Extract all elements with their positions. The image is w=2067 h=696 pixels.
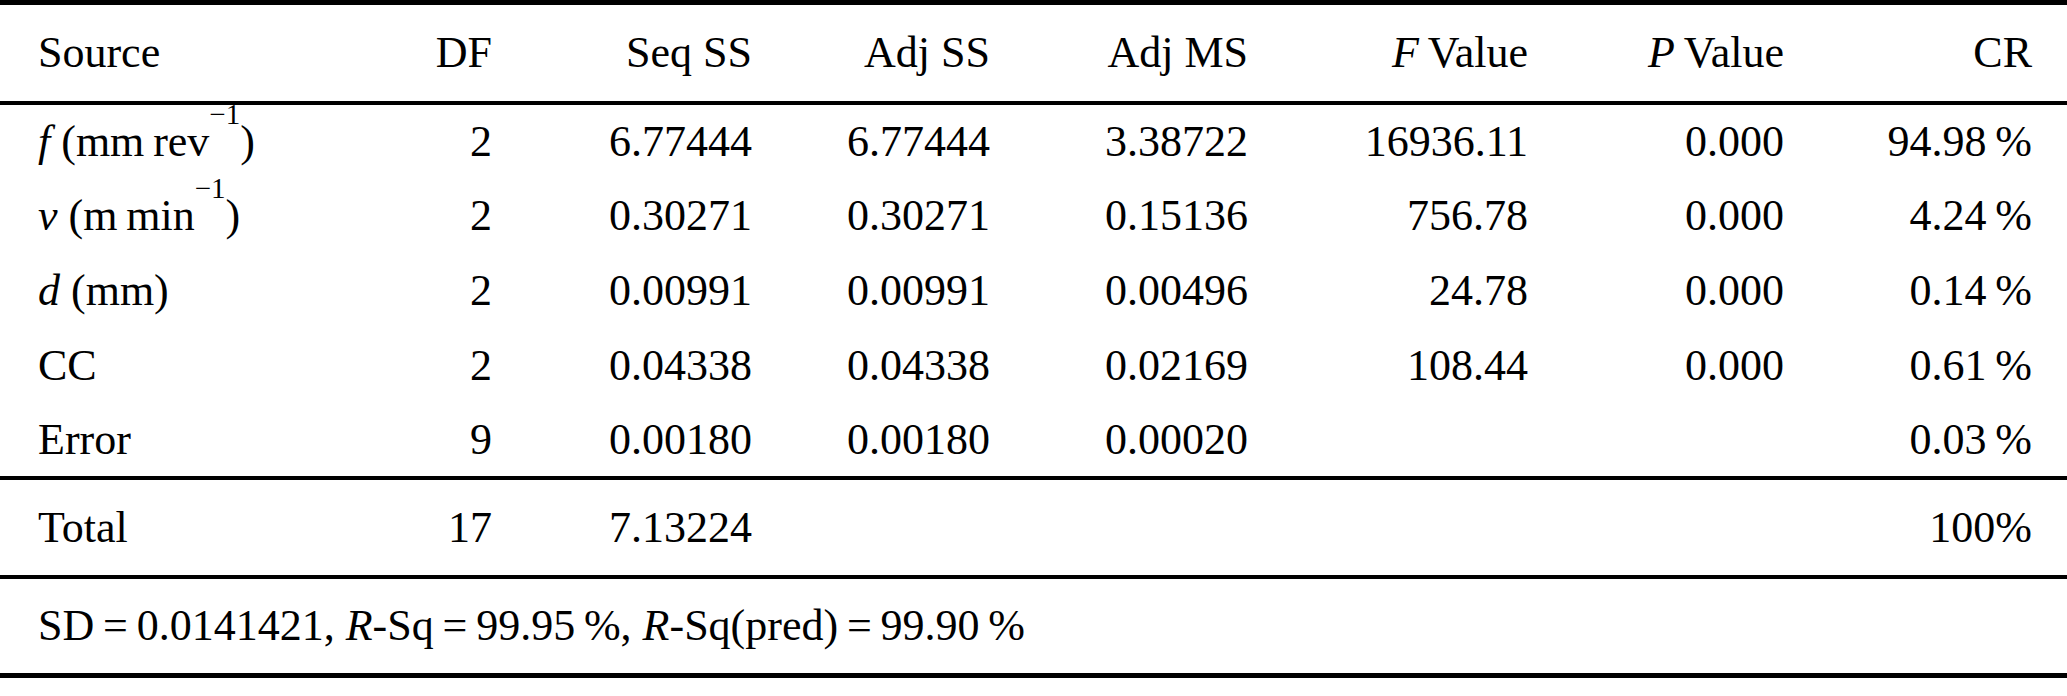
cell-cr: 0.61 %	[1784, 328, 2067, 403]
cell-total-p-value	[1528, 478, 1784, 577]
header-p-value: P Value	[1528, 3, 1784, 103]
r-sq-statistic: -Sq = 99.95 %,	[373, 601, 643, 650]
header-source: Source	[0, 3, 400, 103]
cell-adj-ss: 0.04338	[752, 328, 990, 403]
source-unit-close: )	[226, 191, 241, 240]
source-unit-superscript: −1	[209, 98, 240, 130]
row-error: Error 9 0.00180 0.00180 0.00020 0.03 %	[0, 403, 2067, 478]
source-variable: v	[38, 191, 58, 240]
cell-adj-ss: 0.00180	[752, 403, 990, 478]
source-unit-close: )	[240, 117, 255, 166]
cell-adj-ms: 0.00496	[990, 253, 1248, 328]
r-sq-pred-statistic: -Sq(pred) = 99.90 %	[669, 601, 1025, 650]
r-sq-pred-symbol: R	[643, 601, 670, 650]
cell-df: 2	[400, 103, 492, 178]
cell-total-seq-ss: 7.13224	[492, 478, 752, 577]
cell-seq-ss: 0.30271	[492, 178, 752, 253]
cell-total-adj-ms	[990, 478, 1248, 577]
cell-p-value: 0.000	[1528, 103, 1784, 178]
cell-seq-ss: 0.00991	[492, 253, 752, 328]
source-unit: (mm rev	[50, 117, 209, 166]
cell-seq-ss: 0.04338	[492, 328, 752, 403]
cell-f-value: 24.78	[1248, 253, 1528, 328]
cell-source: v (m min−1)	[0, 178, 400, 253]
header-p-value-label: Value	[1675, 28, 1784, 77]
cell-total-label: Total	[0, 478, 400, 577]
header-row: Source DF Seq SS Adj SS Adj MS F Value P…	[0, 3, 2067, 103]
row-f: f (mm rev−1) 2 6.77444 6.77444 3.38722 1…	[0, 103, 2067, 178]
r-sq-symbol: R	[346, 601, 373, 650]
cell-total-f-value	[1248, 478, 1528, 577]
cell-source: d (mm)	[0, 253, 400, 328]
header-adj-ss: Adj SS	[752, 3, 990, 103]
source-unit: (m min	[58, 191, 195, 240]
source-label: Error	[38, 415, 131, 464]
sd-statistic: SD = 0.0141421,	[38, 601, 346, 650]
cell-adj-ms: 0.00020	[990, 403, 1248, 478]
header-f-value-label: Value	[1419, 28, 1528, 77]
model-summary-note: SD = 0.0141421, R-Sq = 99.95 %, R-Sq(pre…	[0, 577, 2067, 676]
cell-p-value: 0.000	[1528, 328, 1784, 403]
cell-df: 2	[400, 178, 492, 253]
row-total: Total 17 7.13224 100%	[0, 478, 2067, 577]
row-footnote: SD = 0.0141421, R-Sq = 99.95 %, R-Sq(pre…	[0, 577, 2067, 676]
header-f-value-italic: F	[1392, 28, 1419, 77]
header-seq-ss-label: Seq SS	[626, 28, 752, 77]
cell-adj-ms: 3.38722	[990, 103, 1248, 178]
cell-f-value: 756.78	[1248, 178, 1528, 253]
header-adj-ss-label: Adj SS	[864, 28, 990, 77]
cell-cr: 0.03 %	[1784, 403, 2067, 478]
row-v: v (m min−1) 2 0.30271 0.30271 0.15136 75…	[0, 178, 2067, 253]
cell-df: 2	[400, 253, 492, 328]
cell-f-value: 108.44	[1248, 328, 1528, 403]
cell-source: Error	[0, 403, 400, 478]
cell-f-value	[1248, 403, 1528, 478]
source-label: CC	[38, 341, 97, 390]
cell-cr: 94.98 %	[1784, 103, 2067, 178]
source-unit-superscript: −1	[195, 172, 226, 204]
cell-adj-ms: 0.02169	[990, 328, 1248, 403]
cell-total-df: 17	[400, 478, 492, 577]
header-adj-ms: Adj MS	[990, 3, 1248, 103]
header-p-value-italic: P	[1648, 28, 1675, 77]
cell-total-adj-ss	[752, 478, 990, 577]
cell-f-value: 16936.11	[1248, 103, 1528, 178]
cell-adj-ss: 6.77444	[752, 103, 990, 178]
cell-source: CC	[0, 328, 400, 403]
source-unit: (mm)	[60, 266, 169, 315]
cell-cr: 4.24 %	[1784, 178, 2067, 253]
cell-adj-ms: 0.15136	[990, 178, 1248, 253]
header-cr: CR	[1784, 3, 2067, 103]
header-df-label: DF	[436, 28, 492, 77]
cell-p-value	[1528, 403, 1784, 478]
cell-seq-ss: 6.77444	[492, 103, 752, 178]
cell-df: 9	[400, 403, 492, 478]
header-source-label: Source	[38, 28, 160, 77]
header-f-value: F Value	[1248, 3, 1528, 103]
source-variable: d	[38, 266, 60, 315]
cell-adj-ss: 0.30271	[752, 178, 990, 253]
header-seq-ss: Seq SS	[492, 3, 752, 103]
anova-table: Source DF Seq SS Adj SS Adj MS F Value P…	[0, 0, 2067, 678]
header-cr-label: CR	[1973, 28, 2032, 77]
cell-df: 2	[400, 328, 492, 403]
cell-total-cr: 100%	[1784, 478, 2067, 577]
cell-seq-ss: 0.00180	[492, 403, 752, 478]
cell-p-value: 0.000	[1528, 178, 1784, 253]
cell-cr: 0.14 %	[1784, 253, 2067, 328]
header-adj-ms-label: Adj MS	[1107, 28, 1248, 77]
header-df: DF	[400, 3, 492, 103]
cell-adj-ss: 0.00991	[752, 253, 990, 328]
cell-source: f (mm rev−1)	[0, 103, 400, 178]
row-cc: CC 2 0.04338 0.04338 0.02169 108.44 0.00…	[0, 328, 2067, 403]
row-d: d (mm) 2 0.00991 0.00991 0.00496 24.78 0…	[0, 253, 2067, 328]
cell-p-value: 0.000	[1528, 253, 1784, 328]
source-variable: f	[38, 117, 50, 166]
